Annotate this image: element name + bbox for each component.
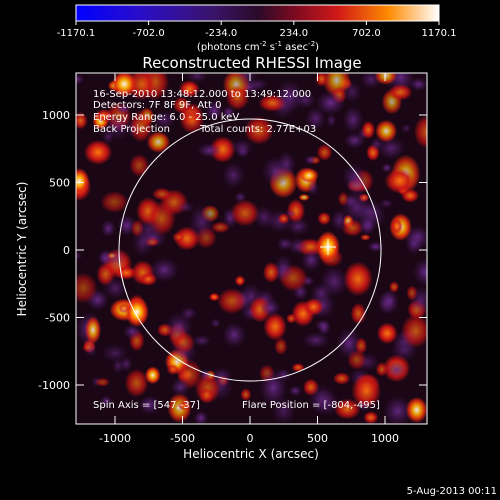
- spin-axis-label: Spin Axis = [547,-37]: [93, 400, 200, 411]
- colorbar-tick-label: -702.0: [132, 28, 164, 39]
- y-tick-label: -500: [45, 312, 70, 325]
- y-axis-label: Heliocentric Y (arcsec): [15, 182, 29, 317]
- x-tick-label: 1000: [371, 432, 399, 445]
- colorbar-gradient: [75, 4, 440, 22]
- rhessi-image: [76, 73, 427, 424]
- colorbar-tick-label: 234.0: [279, 28, 308, 39]
- energy-range: Energy Range: 6.0 - 25.0 keV: [93, 112, 239, 123]
- x-tick-label: 500: [307, 432, 328, 445]
- y-tick-label: 0: [63, 244, 70, 257]
- method: Back Projection: [93, 124, 170, 135]
- colorbar-tick-label: 1170.1: [422, 28, 457, 39]
- y-tick-label: -1000: [38, 379, 70, 392]
- x-tick-label: -1000: [99, 432, 131, 445]
- x-axis-ticks: -1000 -500 0 500 1000: [99, 73, 399, 445]
- plot-title: Reconstructed RHESSI Image: [142, 54, 361, 72]
- y-tick-label: 500: [49, 177, 70, 190]
- x-tick-label: 0: [247, 432, 254, 445]
- x-axis-label: Heliocentric X (arcsec): [183, 447, 319, 461]
- colorbar-ticks: [75, 21, 440, 25]
- total-counts: Total counts: 2.77E+03: [199, 124, 316, 135]
- colorbar: -1170.1 -702.0 -234.0 234.0 702.0 1170.1 (pho…: [57, 4, 457, 53]
- colorbar-tick-label: -1170.1: [57, 28, 96, 39]
- plot-frame: [75, 72, 428, 425]
- colorbar-unit-label: (photons cm-2 s-1 asec-2): [197, 40, 319, 53]
- y-tick-label: 1000: [42, 109, 70, 122]
- detectors: Detectors: 7F 8F 9F, Att 0: [93, 100, 221, 111]
- colorbar-tick-label: -234.0: [205, 28, 237, 39]
- time-range: 16-Sep-2010 13:48:12.000 to 13:49:12.000: [93, 89, 311, 100]
- footer-date: 5-Aug-2013 00:11: [407, 486, 497, 497]
- colorbar-tick-labels: -1170.1 -702.0 -234.0 234.0 702.0 1170.1: [57, 28, 457, 39]
- flare-source-limb: [125, 297, 149, 327]
- colorbar-tick-label: 702.0: [352, 28, 381, 39]
- solar-limb-circle: [118, 118, 382, 382]
- info-block: 16-Sep-2010 13:48:12.000 to 13:49:12.000…: [93, 89, 380, 411]
- y-axis-ticks: 1000 500 0 -500 -1000: [38, 109, 427, 392]
- x-tick-label: -500: [170, 432, 195, 445]
- flare-position-label: Flare Position = [-804,-495]: [242, 400, 380, 411]
